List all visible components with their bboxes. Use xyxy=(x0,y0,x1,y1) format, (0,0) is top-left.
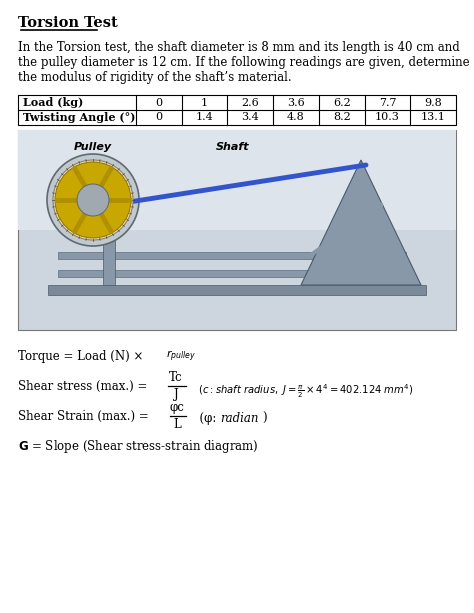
Text: 3.4: 3.4 xyxy=(241,113,259,123)
Text: $\mathbf{G}$ = Slope (Shear stress-strain diagram): $\mathbf{G}$ = Slope (Shear stress-strai… xyxy=(18,438,259,455)
Text: 0: 0 xyxy=(155,97,163,107)
Text: Torque = Load (N) ×: Torque = Load (N) × xyxy=(18,350,147,363)
Circle shape xyxy=(47,154,139,246)
Text: φc: φc xyxy=(170,401,184,414)
Text: 1: 1 xyxy=(201,97,208,107)
Bar xyxy=(48,285,426,295)
Circle shape xyxy=(55,162,131,238)
Text: Shaft: Shaft xyxy=(216,142,250,152)
Bar xyxy=(18,130,456,230)
Text: ): ) xyxy=(262,412,266,425)
Text: radian: radian xyxy=(220,412,258,425)
Text: Pulley: Pulley xyxy=(74,142,112,152)
Text: 10.3: 10.3 xyxy=(375,113,400,123)
Text: 3.6: 3.6 xyxy=(287,97,305,107)
Text: 4.8: 4.8 xyxy=(287,113,305,123)
Bar xyxy=(18,95,456,125)
Text: ($\it{c: shaft\ radius,\ J = \frac{\pi}{2} \times 4^4 = 402.124\ mm^4}$): ($\it{c: shaft\ radius,\ J = \frac{\pi}{… xyxy=(192,382,414,400)
Text: 0: 0 xyxy=(155,113,163,123)
Text: In the Torsion test, the shaft diameter is 8 mm and its length is 40 cm and: In the Torsion test, the shaft diameter … xyxy=(18,41,460,54)
Polygon shape xyxy=(301,160,421,285)
Text: 6.2: 6.2 xyxy=(333,97,351,107)
Text: Twisting Angle (°): Twisting Angle (°) xyxy=(23,112,136,123)
Text: 8.2: 8.2 xyxy=(333,113,351,123)
Text: Load (kg): Load (kg) xyxy=(23,97,83,108)
Text: 13.1: 13.1 xyxy=(421,113,446,123)
Text: 9.8: 9.8 xyxy=(424,97,442,107)
Text: Shear stress (max.) =: Shear stress (max.) = xyxy=(18,380,151,393)
Text: L: L xyxy=(173,418,181,431)
Text: 1.4: 1.4 xyxy=(196,113,213,123)
Circle shape xyxy=(53,160,133,240)
Circle shape xyxy=(77,184,109,216)
Text: the modulus of rigidity of the shaft’s material.: the modulus of rigidity of the shaft’s m… xyxy=(18,71,292,84)
Text: (φ​: ​​​: (φ​: ​​​ xyxy=(192,412,220,425)
Bar xyxy=(58,252,406,259)
Text: 2.6: 2.6 xyxy=(241,97,259,107)
Text: J: J xyxy=(173,388,178,401)
Text: Torsion Test: Torsion Test xyxy=(18,16,118,30)
Bar xyxy=(18,130,456,330)
Text: 7.7: 7.7 xyxy=(379,97,396,107)
Text: $r_{pulley}$: $r_{pulley}$ xyxy=(166,349,196,364)
Bar xyxy=(58,270,406,277)
Text: the pulley diameter is 12 cm. If the following readings are given, determine: the pulley diameter is 12 cm. If the fol… xyxy=(18,56,470,69)
Text: Shear Strain (max.) =: Shear Strain (max.) = xyxy=(18,410,153,423)
Text: Tc: Tc xyxy=(169,371,183,384)
Bar xyxy=(103,195,115,285)
